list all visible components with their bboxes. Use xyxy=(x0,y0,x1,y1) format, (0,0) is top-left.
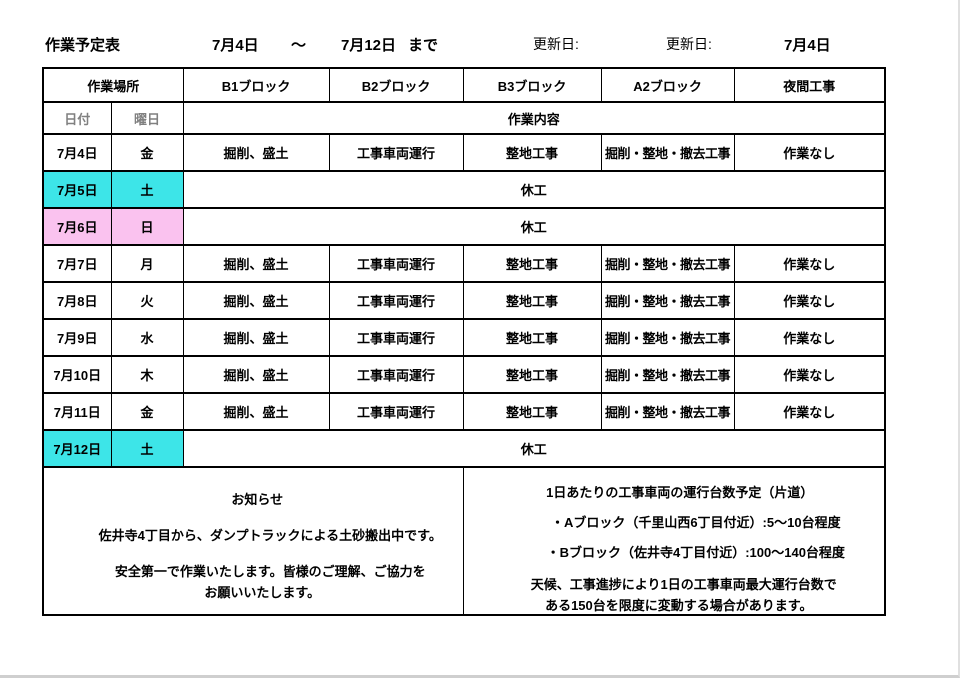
notice-title: お知らせ xyxy=(231,492,284,507)
date-cell: 7月5日 xyxy=(42,170,112,209)
work-cell: 掘削・整地・撤去工事 xyxy=(600,281,735,320)
schedule-row: 7月11日 金 掘削、盛土 工事車両運行 整地工事 掘削・整地・撤去工事 作業な… xyxy=(42,392,886,431)
day-cell: 土 xyxy=(110,170,184,209)
content-header-cell: 作業内容 xyxy=(182,101,886,135)
work-cell: 掘削・整地・撤去工事 xyxy=(600,133,735,172)
work-cell: 工事車両運行 xyxy=(328,133,464,172)
day-cell: 金 xyxy=(110,392,184,431)
work-cell: 作業なし xyxy=(733,318,886,357)
work-cell: 工事車両運行 xyxy=(328,318,464,357)
schedule-row: 7月8日 火 掘削、盛土 工事車両運行 整地工事 掘削・整地・撤去工事 作業なし xyxy=(42,281,886,320)
work-cell: 工事車両運行 xyxy=(328,281,464,320)
date-header-cell: 日付 xyxy=(42,101,112,135)
title-row: 作業予定表 7月4日 ～ 7月12日 まで 更新日: 更新日: 7月4日 xyxy=(0,30,958,58)
work-cell: 作業なし xyxy=(733,133,886,172)
date-cell: 7月10日 xyxy=(42,355,112,394)
date-cell: 7月9日 xyxy=(42,318,112,357)
update-label-2: 更新日: xyxy=(666,36,712,52)
notice-line: 安全第一で作業いたします。皆様のご理解、ご協力を xyxy=(114,564,426,579)
block-header-b1: B1ブロック xyxy=(182,67,330,103)
schedule-table: 作業場所 B1ブロック B2ブロック B3ブロック A2ブロック 夜間工事 日付… xyxy=(42,67,887,616)
rest-cell: 休工 xyxy=(182,429,886,468)
date-cell: 7月6日 xyxy=(42,207,112,246)
block-header-night: 夜間工事 xyxy=(733,67,886,103)
schedule-row: 7月9日 水 掘削、盛土 工事車両運行 整地工事 掘削・整地・撤去工事 作業なし xyxy=(42,318,886,357)
work-cell: 整地工事 xyxy=(462,244,602,283)
day-cell: 日 xyxy=(110,207,184,246)
page-title: 作業予定表 xyxy=(45,37,121,54)
work-cell: 掘削・整地・撤去工事 xyxy=(600,392,735,431)
traffic-box: 1日あたりの工事車両の運行台数予定（片道） ・Aブロック（千里山西6丁目付近）:… xyxy=(462,466,886,616)
day-cell: 月 xyxy=(110,244,184,283)
work-cell: 工事車両運行 xyxy=(328,392,464,431)
work-cell: 掘削・整地・撤去工事 xyxy=(600,355,735,394)
notice-box: お知らせ 佐井寺4丁目から、ダンプトラックによる土砂搬出中です。 安全第一で作業… xyxy=(42,466,464,616)
schedule-row: 7月4日 金 掘削、盛土 工事車両運行 整地工事 掘削・整地・撤去工事 作業なし xyxy=(42,133,886,172)
location-header-cell: 作業場所 xyxy=(42,67,184,103)
period-until-label: まで xyxy=(408,37,439,54)
notice-line: お願いいたします。 xyxy=(204,585,321,600)
rest-cell: 休工 xyxy=(182,170,886,209)
update-label-1: 更新日: xyxy=(533,36,579,52)
schedule-row: 7月7日 月 掘削、盛土 工事車両運行 整地工事 掘削・整地・撤去工事 作業なし xyxy=(42,244,886,283)
period-end-date: 7月12日 xyxy=(341,37,397,54)
header-row-blocks: 作業場所 B1ブロック B2ブロック B3ブロック A2ブロック 夜間工事 xyxy=(42,67,886,103)
work-cell: 作業なし xyxy=(733,355,886,394)
notice-line: 佐井寺4丁目から、ダンプトラックによる土砂搬出中です。 xyxy=(98,528,442,543)
work-cell: 掘削、盛土 xyxy=(182,318,330,357)
schedule-row: 7月10日 木 掘削、盛土 工事車両運行 整地工事 掘削・整地・撤去工事 作業な… xyxy=(42,355,886,394)
date-cell: 7月8日 xyxy=(42,281,112,320)
work-cell: 掘削、盛土 xyxy=(182,133,330,172)
date-cell: 7月7日 xyxy=(42,244,112,283)
work-cell: 整地工事 xyxy=(462,133,602,172)
work-cell: 作業なし xyxy=(733,281,886,320)
period-tilde: ～ xyxy=(291,37,307,54)
rest-cell: 休工 xyxy=(182,207,886,246)
update-date: 7月4日 xyxy=(784,37,831,54)
work-cell: 掘削、盛土 xyxy=(182,355,330,394)
day-cell: 火 xyxy=(110,281,184,320)
period-start-date: 7月4日 xyxy=(212,37,259,54)
work-cell: 掘削、盛土 xyxy=(182,392,330,431)
work-cell: 掘削、盛土 xyxy=(182,244,330,283)
traffic-item-a-block: ・Aブロック（千里山西6丁目付近）:5～10台程度 xyxy=(550,515,841,530)
schedule-row-sunday: 7月6日 日 休工 xyxy=(42,207,886,246)
work-cell: 整地工事 xyxy=(462,318,602,357)
work-cell: 掘削・整地・撤去工事 xyxy=(600,244,735,283)
work-cell: 整地工事 xyxy=(462,392,602,431)
work-cell: 掘削、盛土 xyxy=(182,281,330,320)
date-cell: 7月12日 xyxy=(42,429,112,468)
block-header-b3: B3ブロック xyxy=(462,67,602,103)
traffic-note-line: ある150台を限度に変動する場合があります。 xyxy=(545,598,813,613)
day-cell: 金 xyxy=(110,133,184,172)
footer-row: お知らせ 佐井寺4丁目から、ダンプトラックによる土砂搬出中です。 安全第一で作業… xyxy=(42,466,886,616)
header-row-content: 日付 曜日 作業内容 xyxy=(42,101,886,135)
block-header-b2: B2ブロック xyxy=(328,67,464,103)
day-cell: 木 xyxy=(110,355,184,394)
work-cell: 作業なし xyxy=(733,244,886,283)
day-cell: 土 xyxy=(110,429,184,468)
work-cell: 整地工事 xyxy=(462,355,602,394)
schedule-row-saturday: 7月12日 土 休工 xyxy=(42,429,886,468)
traffic-item-b-block: ・Bブロック（佐井寺4丁目付近）:100～140台程度 xyxy=(546,545,845,560)
work-cell: 工事車両運行 xyxy=(328,244,464,283)
date-cell: 7月11日 xyxy=(42,392,112,431)
work-cell: 工事車両運行 xyxy=(328,355,464,394)
work-cell: 作業なし xyxy=(733,392,886,431)
date-cell: 7月4日 xyxy=(42,133,112,172)
traffic-note-line: 天候、工事進捗により1日の工事車両最大運行台数で xyxy=(530,577,837,592)
work-cell: 掘削・整地・撤去工事 xyxy=(600,318,735,357)
schedule-row-saturday: 7月5日 土 休工 xyxy=(42,170,886,209)
work-cell: 整地工事 xyxy=(462,281,602,320)
traffic-heading: 1日あたりの工事車両の運行台数予定（片道） xyxy=(546,485,814,500)
day-cell: 水 xyxy=(110,318,184,357)
day-header-cell: 曜日 xyxy=(110,101,184,135)
block-header-a2: A2ブロック xyxy=(600,67,735,103)
